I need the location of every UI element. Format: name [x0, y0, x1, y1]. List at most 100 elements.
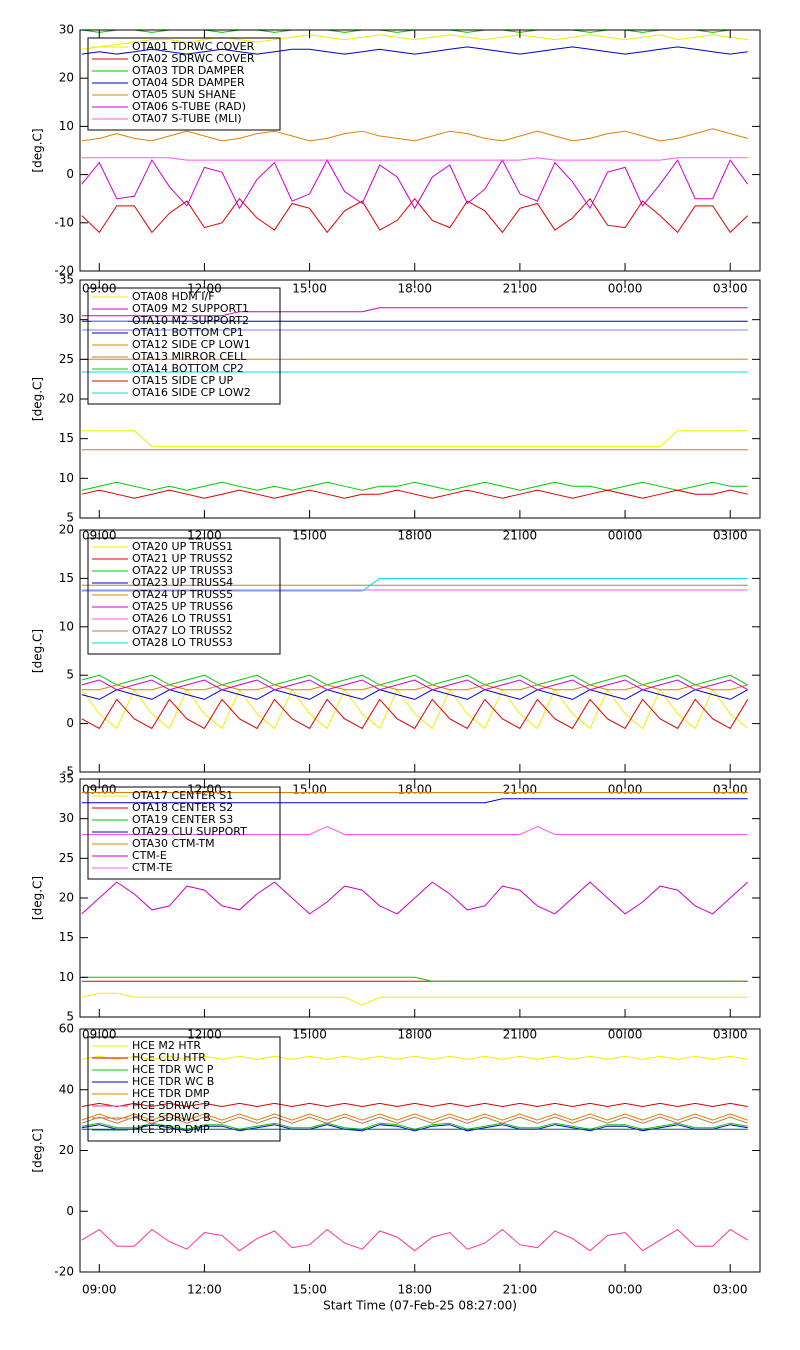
- legend-label: OTA20 UP TRUSS1: [132, 540, 233, 553]
- legend-box: [87, 37, 281, 131]
- series-line: [81, 34, 748, 50]
- x-tick-label: 21:00: [503, 1283, 538, 1297]
- legend-box: [87, 537, 281, 655]
- y-tick-label: 10: [59, 471, 74, 485]
- legend-label: HCE SDR DMP: [132, 1123, 210, 1136]
- y-axis-label: [deg.C]: [31, 1128, 45, 1172]
- x-tick-label: 00:00: [608, 1283, 643, 1297]
- legend-label: OTA24 UP TRUSS5: [132, 588, 233, 601]
- x-tick-label: 03:00: [713, 282, 748, 296]
- y-tick-label: 30: [59, 811, 74, 825]
- legend-label: HCE TDR WC P: [132, 1063, 214, 1076]
- y-tick-label: 20: [59, 891, 74, 905]
- legend-label: OTA21 UP TRUSS2: [132, 552, 233, 565]
- y-tick-label: -20: [54, 1265, 74, 1279]
- legend-label: OTA29 CLU SUPPORT: [132, 825, 247, 838]
- legend-box: [87, 1036, 281, 1142]
- y-tick-label: 40: [59, 1082, 74, 1096]
- y-tick-label: 15: [59, 571, 74, 585]
- legend-label: OTA03 TDR DAMPER: [132, 64, 245, 77]
- y-axis-label: [deg.C]: [31, 128, 45, 172]
- series-line: [81, 1113, 748, 1121]
- y-tick-label: 15: [59, 930, 74, 944]
- y-tick-label: 20: [59, 1143, 74, 1157]
- legend-label: OTA18 CENTER S2: [132, 801, 233, 814]
- y-tick-label: 25: [59, 352, 74, 366]
- series-line: [81, 481, 748, 491]
- y-tick-label: 60: [59, 1022, 74, 1036]
- series-line: [81, 430, 748, 448]
- x-tick-label: 03:00: [713, 1283, 748, 1297]
- series-line: [81, 577, 748, 592]
- y-tick-label: 30: [59, 23, 74, 37]
- legend-label: HCE SDRWC B: [132, 1111, 211, 1124]
- legend-label: OTA19 CENTER S3: [132, 813, 233, 826]
- y-tick-label: 10: [59, 970, 74, 984]
- series-line: [81, 157, 748, 161]
- legend-label: OTA28 LO TRUSS3: [132, 636, 233, 649]
- legend-label: OTA01 TDRWC COVER: [132, 40, 255, 53]
- legend-label: OTA25 UP TRUSS6: [132, 600, 233, 613]
- x-tick-label: 15:00: [292, 282, 327, 296]
- y-tick-label: 0: [66, 716, 74, 730]
- legend-box: [87, 287, 281, 405]
- series-line: [81, 307, 748, 317]
- y-tick-label: 30: [59, 312, 74, 326]
- legend-label: OTA16 SIDE CP LOW2: [132, 386, 251, 399]
- y-axis-label: [deg.C]: [31, 377, 45, 421]
- series-line: [81, 159, 749, 210]
- y-tick-label: 25: [59, 851, 74, 865]
- legend-label: OTA09 M2 SUPPORT1: [132, 302, 249, 315]
- legend-label: OTA15 SIDE CP UP: [132, 374, 234, 387]
- legend-label: HCE SDRWC P: [132, 1099, 210, 1112]
- legend-label: OTA26 LO TRUSS1: [132, 612, 233, 625]
- legend-label: OTA13 MIRROR CELL: [132, 350, 247, 363]
- legend-label: OTA27 LO TRUSS2: [132, 624, 233, 637]
- y-tick-label: 10: [59, 119, 74, 133]
- legend-label: HCE CLU HTR: [132, 1051, 206, 1064]
- series-line: [81, 689, 748, 700]
- series-line: [81, 128, 748, 142]
- y-axis-label: [deg.C]: [31, 629, 45, 673]
- x-tick-label: 09:00: [82, 1283, 117, 1297]
- legend-label: OTA30 CTM-TM: [132, 837, 215, 850]
- series-line: [81, 1055, 748, 1060]
- series-line: [81, 1116, 748, 1124]
- x-tick-label: 12:00: [187, 1283, 222, 1297]
- plot-frame: [79, 29, 761, 272]
- legend-label: OTA22 UP TRUSS3: [132, 564, 233, 577]
- series-line: [81, 1102, 748, 1108]
- y-axis-label: [deg.C]: [31, 876, 45, 920]
- legend-label: OTA08 HDM I/F: [132, 290, 215, 303]
- legend-label: OTA04 SDR DAMPER: [132, 76, 245, 89]
- series-line: [81, 826, 748, 835]
- legend-label: HCE TDR DMP: [132, 1087, 210, 1100]
- series-line: [81, 698, 749, 730]
- legend-label: OTA23 UP TRUSS4: [132, 576, 233, 589]
- plot-frame: [79, 529, 761, 773]
- y-tick-label: -10: [54, 215, 74, 229]
- legend-label: OTA12 SIDE CP LOW1: [132, 338, 251, 351]
- legend-label: OTA10 M2 SUPPORT2: [132, 314, 249, 327]
- y-tick-label: 5: [66, 511, 74, 525]
- x-tick-label: 15:00: [292, 1283, 327, 1297]
- series-line: [81, 197, 749, 234]
- legend-label: HCE TDR WC B: [132, 1075, 214, 1088]
- y-tick-label: 10: [59, 619, 74, 633]
- series-line: [81, 881, 749, 915]
- series-line: [81, 1228, 748, 1252]
- y-tick-label: -5: [62, 765, 74, 779]
- series-line: [81, 798, 748, 804]
- legend-box: [87, 786, 281, 880]
- y-tick-label: 20: [59, 71, 74, 85]
- legend-label: OTA05 SUN SHANE: [132, 88, 236, 101]
- y-tick-label: 20: [59, 392, 74, 406]
- y-tick-label: 15: [59, 431, 74, 445]
- legend-label: OTA07 S-TUBE (MLI): [132, 112, 242, 125]
- legend-label: OTA02 SDRWC COVER: [132, 52, 255, 65]
- series-line: [81, 992, 748, 1006]
- series-line: [81, 976, 748, 982]
- legend-label: OTA11 BOTTOM CP1: [132, 326, 244, 339]
- legend-label: OTA06 S-TUBE (RAD): [132, 100, 246, 113]
